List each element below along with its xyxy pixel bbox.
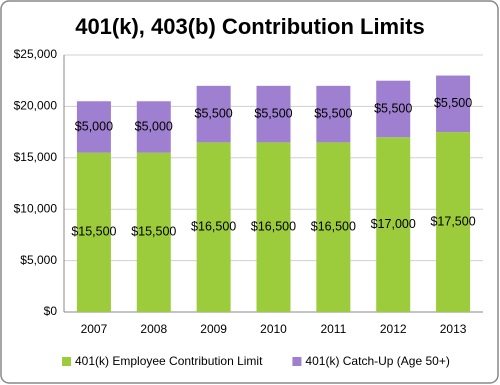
data-label: $5,500 [374, 101, 412, 115]
bar-segment [436, 75, 471, 133]
y-tick-label: $5,000 [20, 253, 57, 267]
data-label: $5,000 [75, 119, 113, 133]
y-tick-label: $0 [44, 304, 58, 318]
data-label: $16,500 [311, 219, 356, 233]
data-label: $5,000 [135, 119, 173, 133]
legend-swatch [292, 357, 302, 366]
y-tick-label: $15,000 [14, 150, 58, 164]
data-label: $5,500 [254, 106, 292, 120]
x-tick-label: 2007 [81, 322, 108, 336]
x-tick-label: 2011 [320, 322, 346, 336]
data-label: $15,500 [131, 225, 176, 239]
data-label: $5,500 [434, 96, 472, 110]
bar-segment [136, 152, 171, 312]
x-tick-label: 2012 [380, 322, 407, 336]
data-label: $15,500 [71, 225, 116, 239]
bar-segment [376, 137, 411, 312]
data-label: $17,500 [430, 214, 475, 228]
data-label: $16,500 [251, 219, 296, 233]
bar-segment [256, 85, 291, 143]
bar-segment [376, 80, 411, 138]
bar-segment [316, 142, 351, 312]
y-tick-label: $20,000 [14, 99, 58, 113]
data-label: $5,500 [314, 106, 352, 120]
legend-label: 401(k) Catch-Up (Age 50+) [305, 354, 449, 368]
bar-segment [76, 101, 111, 153]
bar-segment [196, 142, 231, 312]
y-tick-label: $10,000 [14, 201, 58, 215]
x-tick-label: 2008 [140, 322, 167, 336]
bar-segment [436, 132, 471, 312]
x-tick-label: 2013 [440, 322, 467, 336]
data-label: $5,500 [195, 106, 233, 120]
data-label: $17,000 [371, 217, 416, 231]
bar-segment [136, 101, 171, 153]
chart-title: 401(k), 403(b) Contribution Limits [75, 14, 425, 39]
bar-segment [256, 142, 291, 312]
data-label: $16,500 [191, 219, 236, 233]
legend-label: 401(k) Employee Contribution Limit [75, 354, 263, 368]
bar-segment [76, 152, 111, 312]
bar-segment [196, 85, 231, 143]
x-tick-label: 2009 [200, 322, 227, 336]
legend-swatch [62, 357, 71, 366]
y-tick-label: $25,000 [14, 47, 58, 61]
bar-segment [316, 85, 351, 143]
x-tick-label: 2010 [260, 322, 287, 336]
